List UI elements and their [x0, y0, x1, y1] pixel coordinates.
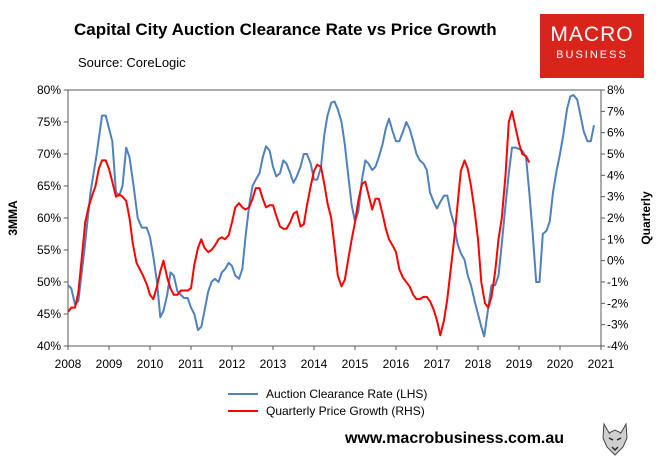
x-tick-label: 2017 — [424, 357, 451, 371]
x-tick-label: 2010 — [137, 357, 164, 371]
x-tick-label: 2020 — [547, 357, 574, 371]
x-tick-label: 2014 — [301, 357, 328, 371]
y-left-axis: 40% 45% 50% 55% 60% 65% 70% 75% 80% — [37, 83, 68, 353]
y-right-axis-title: Quarterly — [639, 191, 653, 245]
x-tick-label: 2009 — [96, 357, 123, 371]
y-right-tick-label: 8% — [607, 83, 625, 97]
x-tick-label: 2013 — [260, 357, 287, 371]
x-tick-label: 2008 — [55, 357, 82, 371]
logo-line1: MACRO — [550, 23, 634, 46]
legend-swatch-rhs — [228, 409, 258, 412]
logo-line2: BUSINESS — [556, 49, 628, 61]
wolf-icon — [598, 420, 632, 458]
legend-item-lhs: Auction Clearance Rate (LHS) — [228, 385, 427, 402]
series-lines — [67, 94, 595, 338]
chart-subtitle: Source: CoreLogic — [78, 55, 186, 70]
y-left-tick-label: 75% — [37, 115, 61, 129]
x-tick-label: 2012 — [219, 357, 246, 371]
y-right-tick-label: -4% — [607, 339, 629, 353]
y-right-tick-label: -1% — [607, 275, 629, 289]
y-right-tick-label: -3% — [607, 318, 629, 332]
y-left-tick-label: 80% — [37, 83, 61, 97]
x-tick-label: 2021 — [588, 357, 615, 371]
y-left-tick-label: 50% — [37, 275, 61, 289]
y-left-tick-label: 40% — [37, 339, 61, 353]
x-tick-label: 2016 — [383, 357, 410, 371]
x-tick-label: 2015 — [342, 357, 369, 371]
y-left-tick-label: 70% — [37, 147, 61, 161]
y-right-tick-label: 5% — [607, 147, 625, 161]
y-right-tick-label: 0% — [607, 254, 625, 268]
macrobusiness-logo: MACRO BUSINESS — [540, 14, 644, 78]
y-right-tick-label: 1% — [607, 232, 625, 246]
x-tick-label: 2011 — [178, 357, 204, 371]
footer-url: www.macrobusiness.com.au — [345, 430, 565, 447]
x-axis: 2008 2009 2010 2011 2012 2013 2014 2015 2016 2017… — [55, 346, 615, 371]
y-right-tick-label: 6% — [607, 126, 625, 140]
x-tick-label: 2018 — [465, 357, 492, 371]
legend-swatch-lhs — [228, 392, 258, 395]
series-line-clearance-rate — [67, 94, 595, 338]
y-left-tick-label: 45% — [37, 307, 61, 321]
y-right-tick-label: 2% — [607, 211, 625, 225]
legend: Auction Clearance Rate (LHS) Quarterly P… — [228, 385, 427, 419]
y-right-tick-label: -2% — [607, 296, 629, 310]
y-left-tick-label: 60% — [37, 211, 61, 225]
legend-label-rhs: Quarterly Price Growth (RHS) — [266, 403, 425, 418]
y-left-axis-title: 3MMA — [6, 200, 20, 236]
y-right-tick-label: 4% — [607, 168, 625, 182]
y-left-tick-label: 55% — [37, 243, 61, 257]
y-right-tick-label: 3% — [607, 190, 625, 204]
series-line-price-growth — [67, 110, 531, 337]
chart-title: Capital City Auction Clearance Rate vs P… — [74, 20, 497, 39]
y-right-axis: -4% -3% -2% -1% 0% 1% 2% 3% 4% 5% 6% 7% 8% — [601, 83, 629, 353]
plot-area — [67, 89, 602, 347]
y-right-tick-label: 7% — [607, 104, 625, 118]
x-tick-label: 2019 — [506, 357, 533, 371]
legend-label-lhs: Auction Clearance Rate (LHS) — [266, 386, 428, 401]
legend-item-rhs: Quarterly Price Growth (RHS) — [228, 402, 427, 419]
y-left-tick-label: 65% — [37, 179, 61, 193]
